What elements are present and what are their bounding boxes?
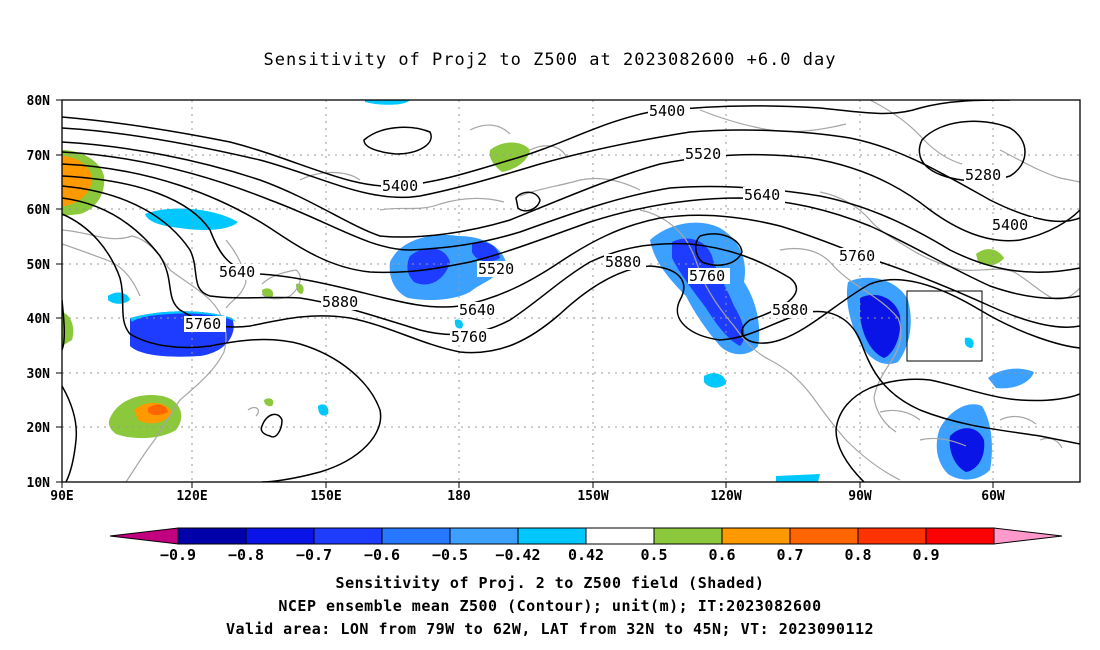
contour-label: 5760 bbox=[689, 267, 725, 285]
legend-swatch bbox=[925, 527, 995, 545]
latitude-labels: 80N 70N 60N 50N 40N 30N 20N 10N bbox=[27, 94, 51, 491]
contour-label: 5880 bbox=[322, 293, 358, 311]
contour-label: 5400 bbox=[992, 216, 1028, 234]
sensitivity-map: 5400 5520 5400 5640 5280 5400 5640 5760 … bbox=[27, 94, 1081, 504]
legend-swatch bbox=[313, 527, 383, 545]
legend-label: 0.6 bbox=[708, 546, 735, 564]
legend-label: 0.7 bbox=[776, 546, 803, 564]
plot-title: Sensitivity of Proj2 to Z500 at 20230826… bbox=[263, 50, 837, 70]
contour-label: 5520 bbox=[478, 260, 514, 278]
legend-label: 0.8 bbox=[844, 546, 871, 564]
axis-ticks bbox=[56, 99, 994, 488]
lon-label: 150E bbox=[310, 489, 341, 504]
legend-swatch bbox=[245, 527, 315, 545]
contour-label: 5760 bbox=[185, 315, 221, 333]
legend-swatch bbox=[585, 527, 655, 545]
contour-label: 5640 bbox=[744, 186, 780, 204]
grid-lines bbox=[62, 100, 1080, 482]
contour-label: 5400 bbox=[649, 102, 685, 120]
contour-label: 5880 bbox=[772, 301, 808, 319]
legend-swatch bbox=[449, 527, 519, 545]
lat-label: 10N bbox=[27, 476, 51, 491]
legend-swatch bbox=[517, 527, 587, 545]
legend-swatch bbox=[721, 527, 791, 545]
lon-label: 180 bbox=[447, 489, 471, 504]
lat-label: 40N bbox=[27, 312, 51, 327]
legend-label: −0.8 bbox=[228, 546, 264, 564]
lat-label: 80N bbox=[27, 94, 51, 109]
lon-label: 90W bbox=[848, 489, 872, 504]
lon-label: 120W bbox=[710, 489, 741, 504]
legend-labels: −0.9 −0.8 −0.7 −0.6 −0.5 −0.42 0.42 0.5 0.6 0.7 0.… bbox=[160, 546, 940, 564]
contour-label: 5640 bbox=[219, 263, 255, 281]
legend-swatch bbox=[789, 527, 859, 545]
legend-label: 0.9 bbox=[912, 546, 939, 564]
contour-label: 5760 bbox=[839, 247, 875, 265]
legend-bar bbox=[109, 527, 1063, 545]
caption-valid-area: Valid area: LON from 79W to 62W, LAT fro… bbox=[225, 620, 875, 638]
legend-swatch bbox=[653, 527, 723, 545]
legend-label: −0.6 bbox=[364, 546, 400, 564]
caption-shading: Sensitivity of Proj. 2 to Z500 field (Sh… bbox=[335, 574, 765, 592]
color-legend: −0.9 −0.8 −0.7 −0.6 −0.5 −0.42 0.42 0.5 0.6 0.7 0.… bbox=[109, 527, 1063, 564]
legend-label: 0.42 bbox=[568, 546, 604, 564]
lon-label: 60W bbox=[981, 489, 1005, 504]
legend-label: 0.5 bbox=[640, 546, 667, 564]
legend-label: −0.5 bbox=[432, 546, 468, 564]
caption-contour: NCEP ensemble mean Z500 (Contour); unit(… bbox=[278, 597, 822, 615]
contour-label: 5760 bbox=[451, 328, 487, 346]
lon-label: 150W bbox=[577, 489, 608, 504]
contour-label-group: 5400 5520 5400 5640 5280 5400 5640 5760 … bbox=[184, 102, 1033, 346]
legend-label: −0.7 bbox=[296, 546, 332, 564]
legend-label: −0.42 bbox=[495, 546, 540, 564]
legend-swatch bbox=[177, 527, 247, 545]
map-frame bbox=[61, 99, 1081, 483]
lat-label: 30N bbox=[27, 367, 51, 382]
legend-swatch bbox=[381, 527, 451, 545]
verification-area-box bbox=[906, 290, 983, 362]
lat-label: 70N bbox=[27, 149, 51, 164]
contour-label: 5520 bbox=[685, 145, 721, 163]
lon-label: 90E bbox=[50, 489, 73, 504]
lat-label: 20N bbox=[27, 421, 51, 436]
contour-label: 5280 bbox=[965, 166, 1001, 184]
lat-label: 60N bbox=[27, 203, 51, 218]
contour-label: 5640 bbox=[459, 301, 495, 319]
lat-label: 50N bbox=[27, 258, 51, 273]
legend-swatch bbox=[857, 527, 927, 545]
legend-label: −0.9 bbox=[160, 546, 196, 564]
longitude-labels: 90E 120E 150E 180 150W 120W 90W 60W bbox=[50, 489, 1005, 504]
contour-label: 5400 bbox=[382, 177, 418, 195]
lon-label: 120E bbox=[176, 489, 207, 504]
legend-arrow-low bbox=[109, 527, 179, 545]
legend-arrow-high bbox=[993, 527, 1063, 545]
contour-label: 5880 bbox=[605, 253, 641, 271]
